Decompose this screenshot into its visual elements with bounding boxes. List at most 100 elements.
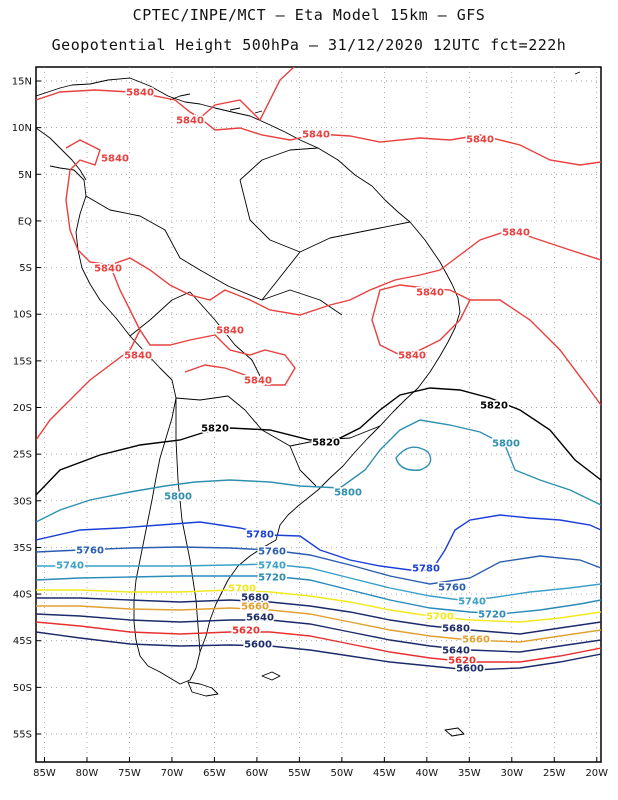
lat-tick-label: 35S: [13, 543, 32, 554]
contour-label-5600: 5600: [244, 640, 272, 651]
axis-ticks: 15N 10N 5N EQ 5S 10S 15S 20S 25S 30S 35S 40S 45S 50S 5…: [12, 76, 608, 779]
lat-tick-label: 45S: [13, 636, 32, 647]
lon-tick-label: 40W: [416, 768, 439, 779]
contour-label-5720: 5720: [258, 573, 286, 584]
lon-tick-label: 65W: [203, 768, 226, 779]
lon-tick-label: 55W: [288, 768, 311, 779]
lon-tick-label: 60W: [246, 768, 269, 779]
contour-label-5780: 5780: [246, 530, 274, 541]
lon-tick-label: 50W: [331, 768, 354, 779]
contour-label-5840: 5840: [416, 288, 444, 299]
contour-label-5760: 5760: [258, 547, 286, 558]
contour-label-5820: 5820: [312, 438, 340, 449]
lat-tick-label: 25S: [13, 450, 32, 461]
contour-label-5840: 5840: [216, 326, 244, 337]
lon-tick-label: 80W: [76, 768, 99, 779]
tierra-del-fuego: [187, 681, 219, 697]
contour-label-5820: 5820: [201, 424, 229, 435]
contour-label-5640: 5640: [246, 613, 274, 624]
contour-label-5840: 5840: [94, 264, 122, 275]
contour-5780: [36, 514, 601, 571]
contour-label-5760: 5760: [76, 546, 104, 557]
lon-tick-label: 20W: [585, 768, 608, 779]
contour-label-5740: 5740: [258, 561, 286, 572]
lat-tick-label: EQ: [18, 216, 32, 227]
contour-5840: [65, 139, 601, 316]
contour-5840: [199, 117, 601, 166]
contour-5800: [36, 419, 601, 523]
contour-label-5740: 5740: [458, 597, 486, 608]
contour-label-5840: 5840: [466, 135, 494, 146]
contour-label-5820: 5820: [480, 401, 508, 412]
contour-5840: [470, 299, 601, 406]
central-america-coastline: [36, 127, 87, 181]
contour-label-5800: 5800: [492, 439, 520, 450]
contour-label-5840: 5840: [398, 351, 426, 362]
contour-5620: [36, 621, 601, 663]
contour-label-5720: 5720: [478, 610, 506, 621]
contour-label-5840: 5840: [126, 88, 154, 99]
contour-label-5620: 5620: [448, 656, 476, 667]
contour-label-5740: 5740: [56, 561, 84, 572]
contour-label-5840: 5840: [124, 351, 152, 362]
map-subtitle: Geopotential Height 500hPa – 31/12/2020 …: [51, 36, 567, 54]
lon-tick-label: 35W: [458, 768, 481, 779]
contour-5820: [36, 387, 601, 496]
lat-tick-label: 10S: [13, 310, 32, 321]
contour-5640: [36, 613, 601, 653]
contour-5660: [36, 605, 601, 643]
lat-tick-label: 40S: [13, 590, 32, 601]
contour-label-5840: 5840: [502, 228, 530, 239]
caribbean-islands: [169, 71, 581, 114]
lat-tick-label: 5N: [18, 170, 32, 181]
map-title: CPTEC/INPE/MCT – Eta Model 15km – GFS: [132, 6, 486, 24]
lat-tick-label: 55S: [13, 730, 32, 741]
contour-label-5780: 5780: [412, 564, 440, 575]
lon-tick-label: 75W: [118, 768, 141, 779]
contour-label-5840: 5840: [244, 376, 272, 387]
lon-tick-label: 85W: [33, 768, 56, 779]
lon-tick-label: 70W: [161, 768, 184, 779]
contour-label-5660: 5660: [462, 635, 490, 646]
lon-tick-label: 25W: [543, 768, 566, 779]
contour-5840: [371, 284, 471, 356]
contour-5840: [36, 329, 141, 441]
contour-5760: [36, 546, 601, 585]
contour-label-5700: 5700: [228, 584, 256, 595]
falkland-islands: [261, 671, 281, 681]
contour-label-5640: 5640: [442, 646, 470, 657]
lon-tick-label: 30W: [500, 768, 523, 779]
lat-tick-label: 30S: [13, 496, 32, 507]
lat-tick-label: 15S: [13, 356, 32, 367]
contour-5840: [36, 67, 295, 122]
contour-label-5800: 5800: [164, 492, 192, 503]
lat-tick-label: 20S: [13, 403, 32, 414]
contour-5700: [36, 589, 601, 623]
grid-lines: [36, 67, 601, 762]
contour-label-5620: 5620: [232, 626, 260, 637]
fernando-de-noronha-island: [444, 727, 465, 737]
contour-label-5840: 5840: [176, 116, 204, 127]
contour-5800: [395, 446, 432, 471]
contour-label-5600: 5600: [456, 664, 484, 675]
south-america-coastline: [36, 77, 461, 685]
contour-label-5840: 5840: [244, 376, 272, 387]
contour-label-5800: 5800: [334, 488, 362, 499]
contour-5740: [36, 563, 601, 601]
contour-label-5840: 5840: [101, 154, 129, 165]
lat-tick-label: 50S: [13, 683, 32, 694]
plot-frame: [35, 66, 602, 763]
contour-label-5660: 5660: [241, 602, 269, 613]
contour-label-5700: 5700: [426, 612, 454, 623]
contour-label-5840: 5840: [302, 130, 330, 141]
lat-tick-label: 15N: [12, 76, 32, 87]
contour-5600: [36, 631, 601, 671]
contour-5720: [36, 575, 601, 615]
lat-tick-label: 5S: [19, 263, 32, 274]
contour-5680: [36, 597, 601, 635]
lat-tick-label: 10N: [12, 123, 32, 134]
lon-tick-label: 45W: [373, 768, 396, 779]
contour-label-5760: 5760: [438, 583, 466, 594]
contour-label-5680: 5680: [442, 624, 470, 635]
